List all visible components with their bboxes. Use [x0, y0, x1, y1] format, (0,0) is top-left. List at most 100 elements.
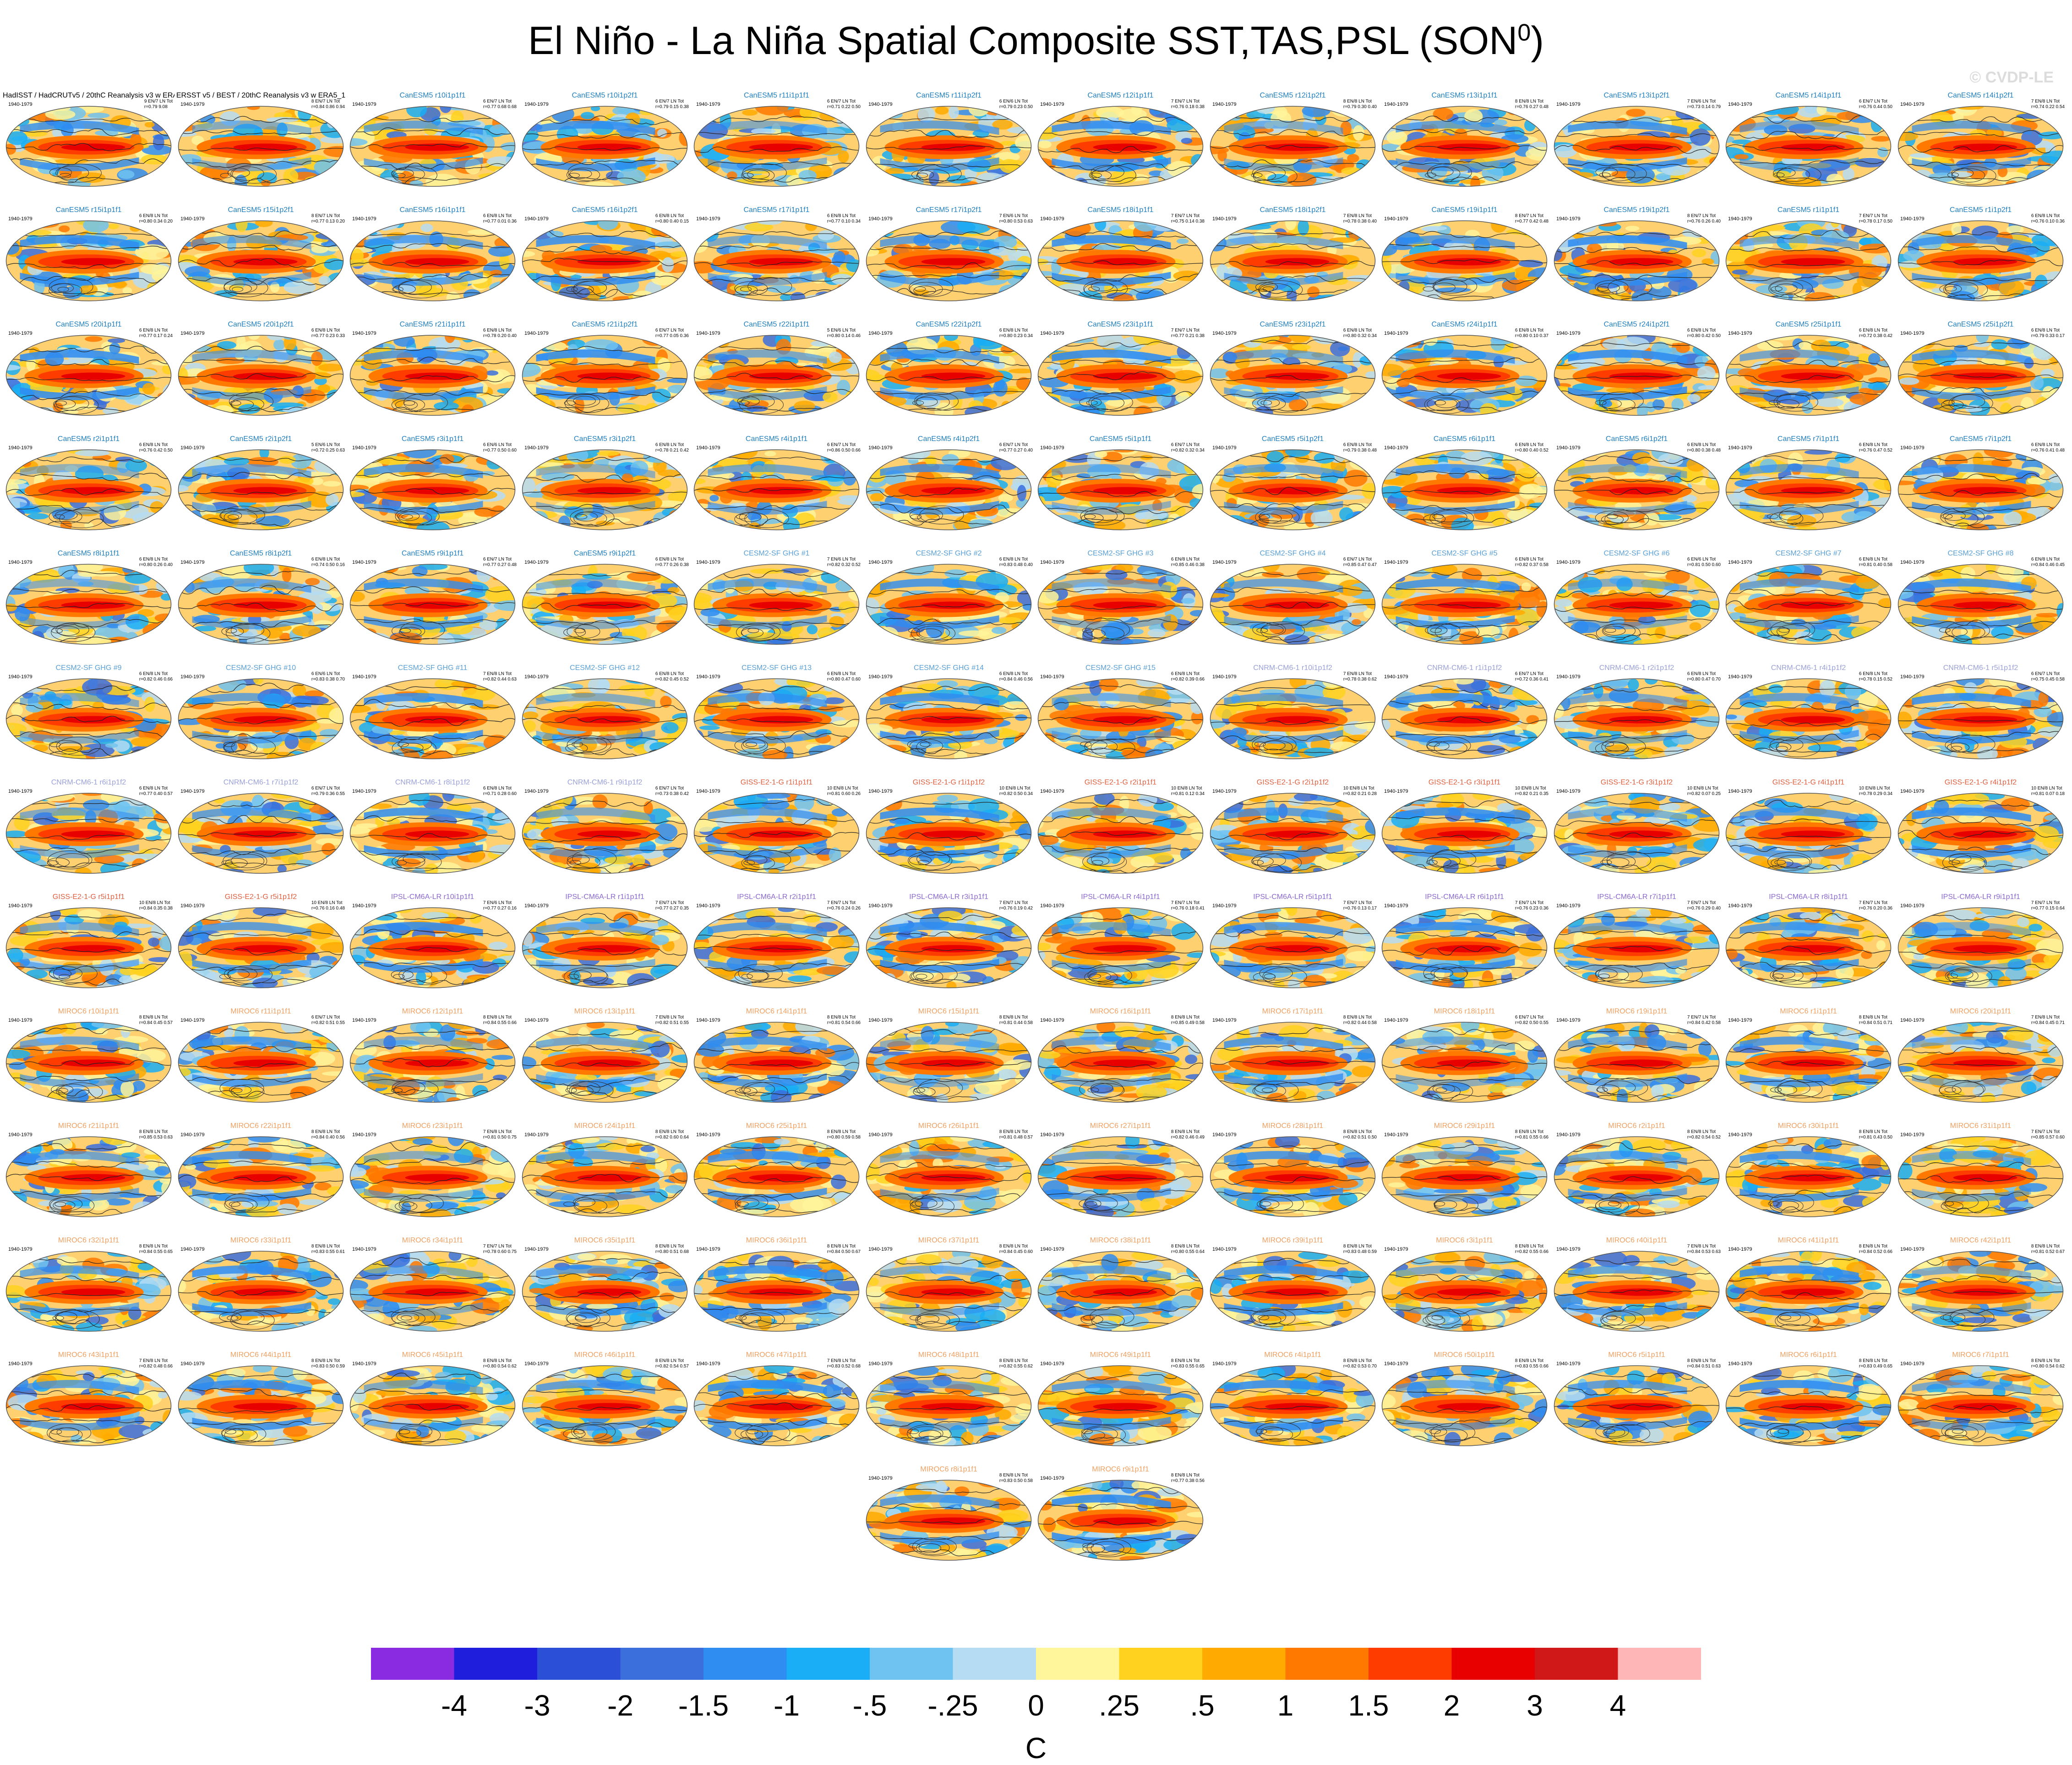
anomaly-patch — [1038, 111, 1056, 120]
anomaly-patch — [656, 335, 677, 344]
anomaly-patch — [522, 525, 547, 530]
anomaly-patch — [305, 407, 329, 415]
anomaly-patch — [306, 450, 320, 458]
panel-stats: 6 EN/6 LN Tot r=0.79 0.23 0.50 — [999, 99, 1033, 109]
map-panel: CanESM5 r2i1p1f1 1940-1979 6 EN/8 LN Tot r… — [3, 435, 174, 535]
anomaly-patch — [1735, 294, 1756, 300]
anomaly-patch — [150, 501, 164, 513]
anomaly-patch — [178, 518, 195, 525]
map-svg — [866, 106, 1032, 187]
anomaly-patch — [1885, 512, 1891, 523]
anomaly-patch — [329, 456, 344, 465]
anomaly-patch — [1815, 398, 1844, 407]
anomaly-patch — [1147, 629, 1166, 637]
panel-period: 1940-1979 — [524, 102, 549, 107]
anomaly-patch — [935, 106, 949, 115]
psl-contour — [694, 161, 859, 167]
anomaly-patch — [878, 626, 899, 642]
anomaly-patch — [1628, 523, 1643, 528]
anomaly-patch — [669, 292, 687, 301]
anomaly-patch — [657, 129, 667, 137]
map-svg — [178, 564, 344, 645]
anomaly-patch — [420, 223, 433, 232]
anomaly-patch — [475, 294, 485, 301]
psl-contour — [694, 115, 859, 124]
anomaly-patch — [525, 221, 559, 226]
cold-anomaly-south — [880, 157, 999, 172]
anomaly-patch — [376, 177, 403, 186]
anomaly-patch — [1532, 521, 1547, 530]
anomaly-patch — [162, 166, 171, 177]
anomaly-patch — [1344, 469, 1368, 487]
psl-contour — [1726, 144, 1891, 151]
anomaly-patch — [156, 450, 171, 460]
anomaly-patch — [1703, 451, 1719, 459]
map-panel: CESM2-SF GHG #4 1940-1979 6 EN/7 LN Tot r=… — [1207, 550, 1379, 650]
map-panel: CanESM5 r11i1p2f1 1940-1979 6 EN/6 LN Tot … — [863, 92, 1035, 192]
anomaly-patch — [1762, 107, 1782, 115]
anomaly-patch — [1698, 226, 1715, 235]
anomaly-patch — [1771, 514, 1783, 521]
anomaly-patch — [694, 336, 711, 345]
cold-anomaly-south — [1224, 157, 1343, 172]
anomaly-patch — [178, 106, 206, 116]
panel-title: CanESM5 r13i1p1f1 — [1431, 92, 1498, 99]
anomaly-patch — [1188, 110, 1203, 116]
title-main: El Niño - La Niña Spatial Composite SST,… — [528, 19, 1518, 63]
panel-title: CanESM5 r11i1p1f1 — [744, 92, 809, 99]
psl-contour — [1382, 115, 1547, 122]
map-svg — [1381, 449, 1548, 530]
map-panel: CanESM5 r6i1p1f1 1940-1979 6 EN/8 LN Tot r… — [1379, 435, 1550, 535]
anomaly-patch — [2024, 177, 2039, 186]
map-panel: ERSST v5 / BEST / 20thC Reanalysis v3 w … — [175, 92, 347, 192]
anomaly-patch — [590, 106, 600, 111]
anomaly-patch — [1054, 634, 1064, 641]
anomaly-patch — [598, 640, 622, 644]
anomaly-patch — [327, 389, 344, 403]
panel-stats: 9 EN/7 LN Tot r=0.79 9.08 — [144, 99, 173, 109]
anomaly-patch — [476, 565, 491, 583]
psl-contour — [567, 168, 600, 182]
anomaly-patch — [327, 640, 344, 644]
warm-anomaly-core — [405, 143, 469, 151]
psl-contour — [57, 163, 102, 183]
map-panel: CanESM5 r17i1p1f1 1940-1979 6 EN/8 LN Tot … — [691, 206, 862, 306]
anomaly-patch — [2021, 524, 2055, 529]
psl-contour — [1427, 166, 1461, 181]
anomaly-patch — [187, 633, 211, 644]
panel-period: 1940-1979 — [696, 102, 720, 107]
anomaly-patch — [1701, 258, 1714, 265]
anomaly-patch — [1691, 294, 1704, 301]
anomaly-patch — [157, 339, 169, 353]
anomaly-patch — [1917, 450, 1941, 455]
panel-stats: 8 EN/7 LN Tot r=0.84 0.86 0.94 — [311, 99, 345, 109]
anomaly-patch — [1387, 401, 1399, 407]
anomaly-patch — [1741, 296, 1775, 301]
psl-contour — [1776, 168, 1810, 182]
anomaly-patch — [1210, 272, 1216, 287]
anomaly-patch — [162, 393, 171, 410]
anomaly-patch — [709, 495, 719, 501]
anomaly-patch — [845, 569, 859, 582]
anomaly-patch — [494, 171, 515, 186]
anomaly-patch — [2027, 477, 2046, 485]
anomaly-patch — [917, 106, 935, 123]
anomaly-patch — [1355, 221, 1375, 229]
anomaly-patch — [1506, 106, 1521, 115]
anomaly-patch — [6, 510, 16, 518]
anomaly-patch — [1606, 387, 1635, 393]
anomaly-patch — [694, 450, 713, 462]
anomaly-patch — [640, 564, 664, 568]
anomaly-patch — [1637, 403, 1648, 415]
anomaly-patch — [1877, 176, 1891, 183]
map-outline — [349, 106, 516, 187]
map-svg — [1898, 449, 2064, 530]
anomaly-patch — [1433, 359, 1459, 365]
anomaly-patch — [716, 338, 729, 348]
psl-contour — [1091, 165, 1124, 180]
anomaly-patch — [819, 633, 835, 644]
anomaly-patch — [994, 291, 1014, 301]
anomaly-patch — [833, 251, 845, 263]
warm-anomaly-core — [1265, 258, 1330, 266]
anomaly-patch — [1898, 172, 1912, 186]
